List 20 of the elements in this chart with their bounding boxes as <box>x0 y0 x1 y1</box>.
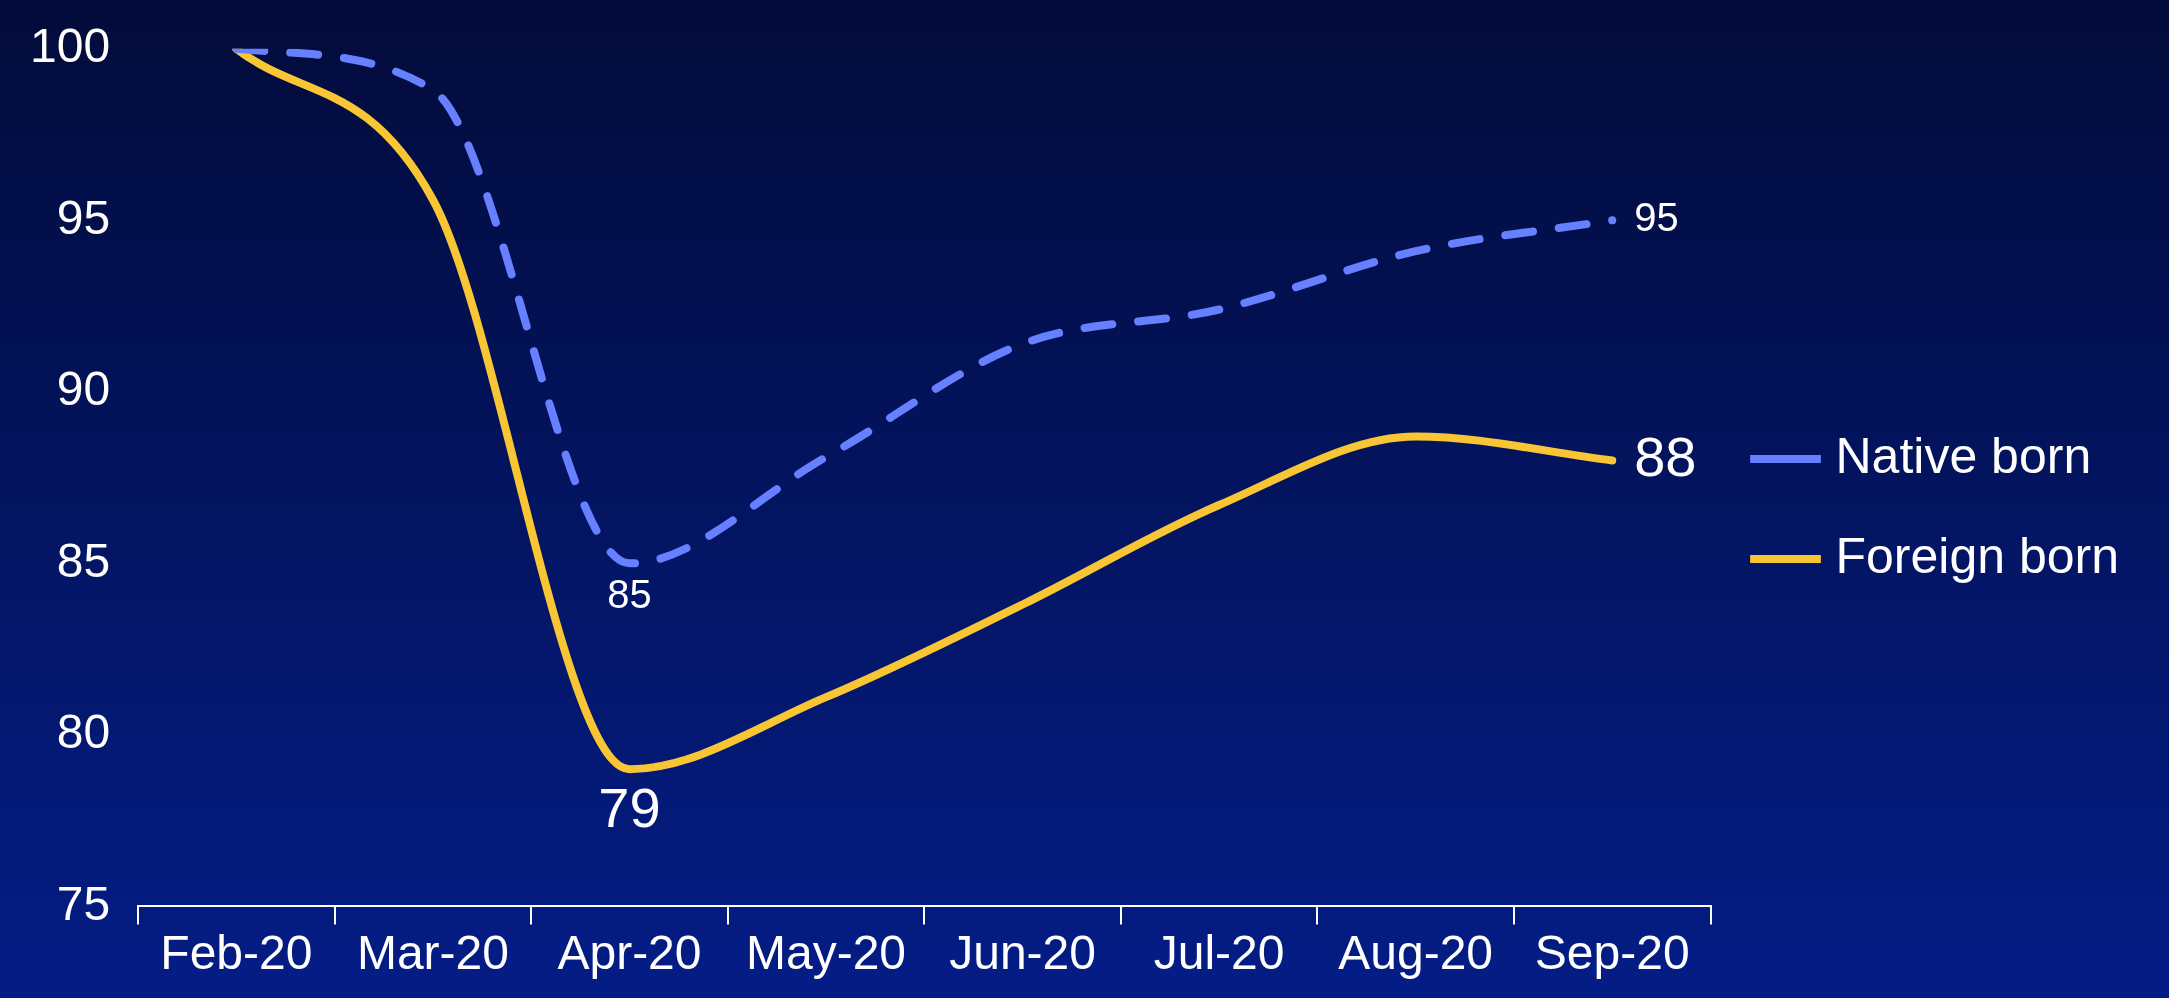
legend-label: Foreign born <box>1835 527 2119 584</box>
y-tick-label: 90 <box>56 362 111 416</box>
x-tick-label: Feb-20 <box>160 926 313 980</box>
y-tick-label: 80 <box>56 705 111 759</box>
legend-label: Native born <box>1835 427 2092 484</box>
y-tick-label: 95 <box>56 190 111 244</box>
x-tick-label: May-20 <box>745 926 907 980</box>
x-tick-label: Mar-20 <box>356 926 509 980</box>
y-tick-label: 85 <box>56 533 111 587</box>
x-tick-label: Jun-20 <box>949 926 1096 980</box>
x-tick-label: Sep-20 <box>1534 926 1690 980</box>
y-tick-label: 100 <box>29 19 111 73</box>
data-label: 85 <box>607 572 652 617</box>
x-tick-label: Apr-20 <box>557 926 702 980</box>
y-tick-label: 75 <box>56 876 111 930</box>
x-tick-label: Aug-20 <box>1338 926 1494 980</box>
data-label: 79 <box>598 775 661 839</box>
data-label: 88 <box>1634 424 1697 488</box>
x-tick-label: Jul-20 <box>1153 926 1285 980</box>
data-label: 95 <box>1634 195 1679 240</box>
